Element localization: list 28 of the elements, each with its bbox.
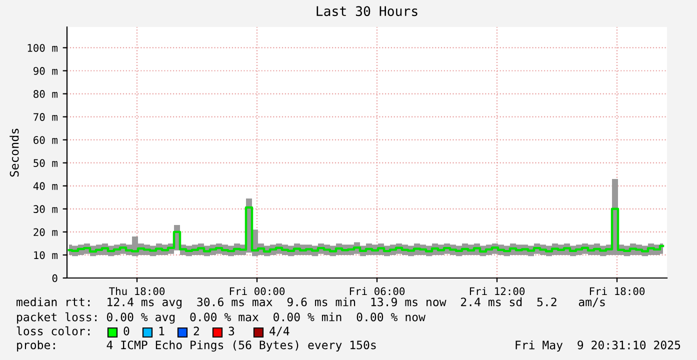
y-tick-label: 20 m xyxy=(34,228,58,236)
y-tick-label: 70 m xyxy=(34,113,58,121)
x-tick-label: Thu 18:00 xyxy=(109,287,165,296)
text: 1 xyxy=(159,326,164,336)
y-tick-label: 60 m xyxy=(34,136,58,144)
y-tick-label: 40 m xyxy=(33,182,58,190)
text: Fri May 9 20:31:10 2025 xyxy=(516,340,680,352)
text: 2 xyxy=(194,326,199,336)
text: packet loss: 0.00 % avg 0.00 % max 0.00 % min 0.00 % now xyxy=(17,312,426,324)
chart-title: Last 30 Hours xyxy=(316,6,418,16)
y-tick-label: 0 xyxy=(52,274,58,282)
y-axis-title: Seconds xyxy=(10,128,19,177)
text: 3 xyxy=(228,326,234,336)
y-tick-label: 100 m xyxy=(28,44,58,52)
text: loss color: xyxy=(16,326,90,336)
text: median rtt: 12.4 ms avg 30.6 ms max 9.6 ms min 13.9 ms now 2.4 ms sd 5.2 am/s xyxy=(16,297,605,309)
x-tick-label: Fri 12:00 xyxy=(470,287,525,296)
y-tick-label: 90 m xyxy=(34,67,58,75)
y-tick-label: 50 m xyxy=(34,159,58,167)
y-tick-label: 80 m xyxy=(34,90,58,98)
x-tick-label: Fri 00:00 xyxy=(230,287,285,296)
text: 0 xyxy=(124,326,130,336)
text: probe: 4 ICMP Echo Pings (56 Bytes) every 150s xyxy=(17,340,376,352)
y-tick-label: 10 m xyxy=(34,251,58,260)
text: 4/4 xyxy=(270,326,290,336)
y-tick-label: 30 m xyxy=(34,205,58,214)
x-tick-label: Fri 06:00 xyxy=(350,287,405,296)
x-tick-label: Fri 18:00 xyxy=(590,287,645,296)
